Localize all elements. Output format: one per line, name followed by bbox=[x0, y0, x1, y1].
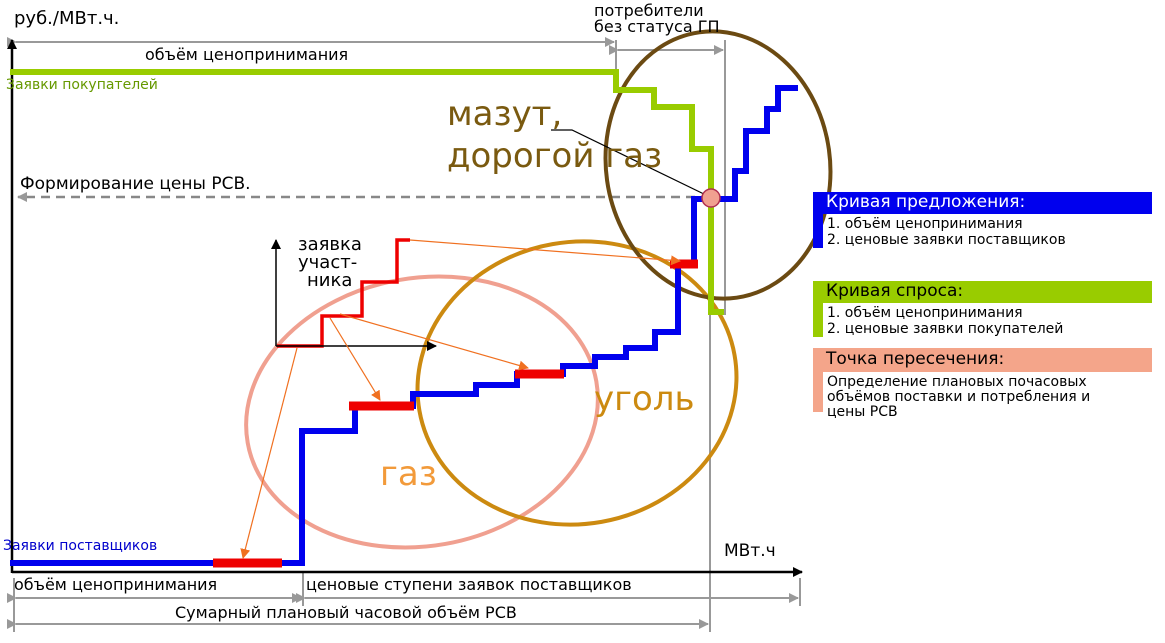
coal-label: уголь bbox=[594, 379, 695, 419]
legend-intersection-title: Точка пересечения: bbox=[826, 349, 1005, 369]
participant-bid-line2: участ- bbox=[298, 252, 358, 273]
legend-demand-item-2: 2. ценовые заявки покупателей bbox=[827, 321, 1064, 337]
legend-supply-item-2: 2. ценовые заявки поставщиков bbox=[827, 232, 1066, 248]
demand-curve bbox=[10, 69, 724, 315]
legend-intersection-title-bar bbox=[813, 348, 1152, 372]
legend-demand-item-1: 1. объём ценопринимания bbox=[827, 305, 1023, 321]
fueloil-label-line2: дорогой газ bbox=[447, 136, 663, 176]
legend-intersection-item-2: объёмов поставки и потребления и bbox=[827, 389, 1091, 405]
map-arrow-3 bbox=[339, 313, 529, 371]
map-arrow-2 bbox=[329, 317, 381, 401]
legend-intersection-item-1: Определение плановых почасовых bbox=[827, 374, 1087, 390]
intersection-point bbox=[701, 188, 721, 208]
map-arrow-4 bbox=[409, 239, 681, 266]
legend-demand-side-bar bbox=[813, 303, 823, 337]
total-volume-label: Сумарный плановый часовой объём РСВ bbox=[175, 603, 517, 622]
legend-supply-title-bar bbox=[813, 192, 1152, 214]
legend-supply-item-1: 1. объём ценопринимания bbox=[827, 216, 1023, 232]
gas-label: газ bbox=[380, 454, 437, 494]
legend-supply-title: Кривая предложения: bbox=[826, 192, 1026, 212]
top-price-taking-label: объём ценопринимания bbox=[145, 45, 349, 64]
consumers-no-gp-line2: без статуса ГП bbox=[594, 17, 720, 36]
participant-bid-staircase bbox=[277, 238, 410, 348]
consumers-no-gp-line1: потребители bbox=[594, 1, 704, 20]
legend-demand-title: Кривая спроса: bbox=[826, 281, 964, 301]
supplier-bids-label: Заявки поставщиков bbox=[3, 538, 158, 554]
fueloil-label-line1: мазут, bbox=[447, 94, 563, 134]
legend-intersection-item-3: цены РСВ bbox=[827, 404, 898, 420]
y-axis-unit: руб./МВт.ч. bbox=[14, 8, 120, 29]
buyer-bids-label: Заявки покупателей bbox=[6, 77, 158, 93]
bottom-price-taking-label: объём ценопринимания bbox=[14, 575, 218, 594]
market-price-label: Формирование цены РСВ. bbox=[20, 174, 251, 194]
legend-demand-title-bar bbox=[813, 281, 1152, 303]
participant-bid-line3: ника bbox=[307, 270, 353, 291]
legend-intersection-side-bar bbox=[813, 372, 823, 412]
ellipse-coal bbox=[415, 239, 739, 527]
participant-bid-line1: заявка bbox=[298, 234, 362, 255]
ellipse-fueloil bbox=[603, 29, 833, 301]
fueloil-leader-line bbox=[551, 129, 709, 197]
map-arrow-1 bbox=[240, 347, 298, 559]
price-steps-label: ценовые ступени заявок поставщиков bbox=[306, 575, 632, 594]
legend-supply-side-bar bbox=[813, 214, 823, 248]
x-axis-unit: МВт.ч bbox=[724, 541, 776, 561]
